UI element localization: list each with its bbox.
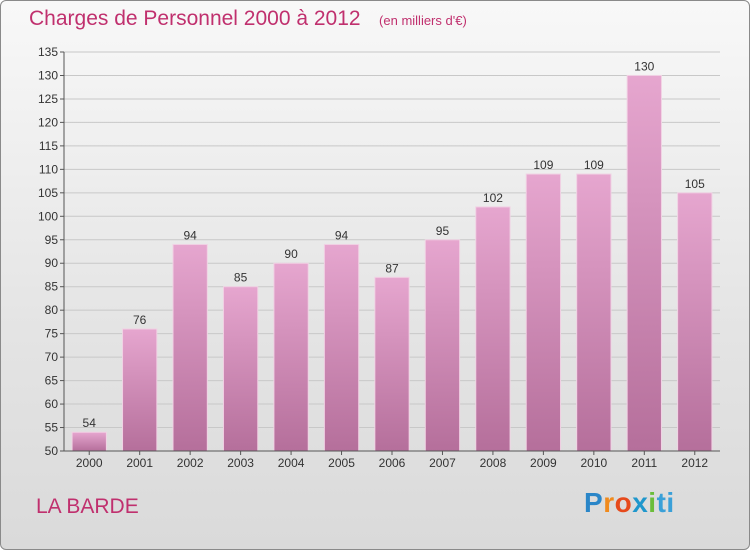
x-tick-label: 2007: [429, 456, 456, 470]
bar-2012: [677, 192, 713, 452]
value-label: 54: [83, 416, 97, 430]
y-tick-label: 115: [39, 139, 58, 153]
chart-subtitle: (en milliers d'€): [379, 13, 467, 28]
x-tick-label: 2005: [328, 456, 355, 470]
x-tick-label: 2003: [227, 456, 254, 470]
value-label: 109: [533, 158, 553, 172]
x-tick-label: 2010: [580, 456, 607, 470]
bar-2008: [475, 206, 511, 452]
x-tick-label: 2008: [480, 456, 507, 470]
title-row: Charges de Personnel 2000 à 2012 (en mil…: [29, 7, 467, 31]
bar-2004: [273, 262, 309, 452]
value-label: 95: [436, 224, 450, 238]
bar-2005: [323, 243, 360, 452]
y-tick-label: 50: [45, 444, 59, 458]
x-tick-label: 2006: [379, 456, 406, 470]
y-tick-label: 120: [38, 115, 58, 129]
y-tick-label: 80: [45, 303, 59, 317]
bar-2003: [222, 286, 259, 452]
value-label: 130: [634, 59, 654, 73]
y-tick-label: 90: [45, 256, 59, 270]
logo-letter: r: [603, 487, 615, 518]
value-label: 94: [335, 228, 349, 242]
y-tick-label: 75: [45, 327, 59, 341]
y-tick-label: 110: [39, 162, 58, 176]
proxiti-logo: Proxiti: [584, 487, 675, 519]
value-label: 109: [584, 158, 604, 172]
bar-2006: [374, 276, 410, 452]
bar-2010: [576, 173, 612, 452]
x-tick-label: 2001: [126, 456, 153, 470]
bar-2007: [424, 239, 461, 452]
x-tick-label: 2009: [530, 456, 557, 470]
chart-title: Charges de Personnel 2000 à 2012: [29, 7, 361, 30]
bar-2009: [525, 173, 562, 452]
bar-2001: [122, 328, 158, 452]
value-label: 87: [385, 261, 399, 275]
value-label: 105: [685, 177, 705, 191]
y-tick-label: 60: [45, 397, 59, 411]
logo-letter: P: [584, 487, 604, 518]
y-tick-label: 100: [38, 209, 58, 223]
logo-letter: o: [614, 487, 633, 518]
y-tick-label: 135: [38, 45, 58, 59]
value-label: 85: [234, 271, 248, 285]
y-tick-label: 70: [45, 350, 59, 364]
value-label: 76: [133, 313, 147, 327]
y-tick-label: 95: [45, 233, 59, 247]
x-tick-label: 2000: [76, 456, 103, 470]
logo-letter: i: [648, 487, 657, 518]
x-tick-label: 2002: [177, 456, 204, 470]
logo-letter: x: [632, 487, 649, 518]
bar-2000: [71, 431, 107, 452]
y-tick-label: 85: [45, 280, 59, 294]
y-tick-label: 125: [38, 92, 58, 106]
bar-2011: [626, 74, 662, 452]
y-tick-label: 55: [45, 421, 59, 435]
x-tick-label: 2011: [631, 456, 657, 470]
y-tick-label: 130: [38, 68, 58, 82]
y-tick-label: 105: [38, 186, 58, 200]
value-label: 102: [483, 191, 503, 205]
logo-letter: ti: [656, 487, 675, 518]
value-label: 90: [284, 247, 298, 261]
bar-2002: [172, 243, 208, 452]
x-tick-label: 2012: [681, 456, 708, 470]
location-label: LA BARDE: [36, 495, 139, 518]
x-tick-label: 2004: [278, 456, 305, 470]
value-label: 94: [183, 228, 197, 242]
y-tick-label: 65: [45, 374, 59, 388]
